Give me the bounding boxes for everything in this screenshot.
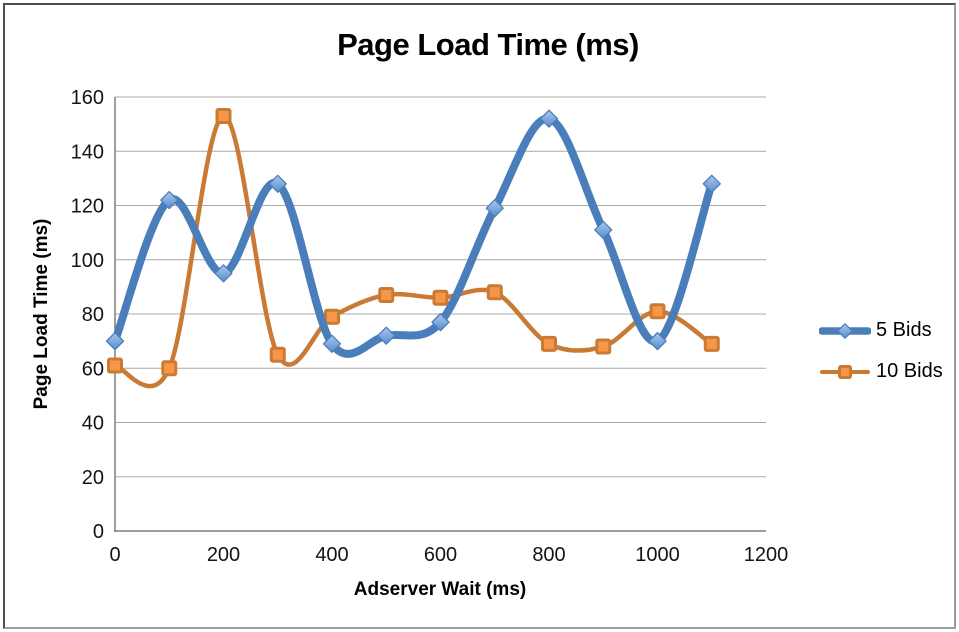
- x-tick-label: 800: [532, 544, 565, 566]
- y-tick-label: 20: [82, 467, 104, 489]
- marker-diamond: [160, 190, 179, 210]
- marker-diamond: [377, 326, 396, 345]
- marker-diamond: [268, 174, 287, 193]
- y-tick-label: 120: [71, 196, 104, 218]
- x-tick-label: 400: [315, 544, 348, 566]
- marker-diamond: [648, 331, 667, 351]
- x-tick-label: 600: [424, 544, 457, 566]
- marker-square: [432, 289, 449, 306]
- marker-square: [161, 360, 178, 377]
- x-axis-title: Adserver Wait (ms): [353, 579, 527, 600]
- marker-square: [837, 364, 853, 379]
- marker-square: [378, 287, 395, 304]
- marker-diamond: [837, 322, 853, 339]
- y-tick-label: 40: [82, 413, 104, 435]
- legend-label-5-bids: 5 Bids: [876, 319, 932, 341]
- y-tick-label: 140: [71, 141, 104, 163]
- legend-item-10-bids: 10 Bids: [819, 360, 943, 383]
- y-tick-label: 160: [71, 87, 104, 109]
- marker-square: [595, 338, 612, 355]
- marker-square: [107, 357, 123, 374]
- marker-diamond: [594, 220, 613, 240]
- marker-square: [324, 308, 340, 325]
- marker-square: [215, 107, 232, 124]
- legend-label-10-bids: 10 Bids: [876, 360, 943, 382]
- marker-square: [703, 335, 720, 352]
- x-tick-label: 1200: [744, 544, 789, 566]
- marker-diamond: [214, 264, 233, 283]
- chart-title: Page Load Time (ms): [337, 27, 639, 62]
- marker-diamond: [431, 312, 450, 332]
- marker-diamond: [539, 109, 559, 128]
- legend-item-5-bids: 5 Bids: [819, 319, 932, 342]
- y-tick-label: 100: [71, 250, 104, 272]
- x-tick-label: 0: [109, 544, 120, 566]
- series-line-5-bids: [111, 114, 716, 358]
- y-tick-label: 0: [93, 521, 104, 543]
- line-diamond-swatch-icon: [819, 322, 871, 339]
- line-square-swatch-icon: [820, 364, 870, 379]
- marker-diamond: [485, 199, 504, 218]
- x-tick-label: 1000: [635, 544, 680, 566]
- marker-square: [486, 284, 503, 301]
- marker-square: [541, 335, 557, 352]
- marker-diamond: [105, 331, 125, 351]
- marker-diamond: [702, 174, 721, 193]
- marker-square: [269, 346, 286, 363]
- y-tick-label: 80: [82, 304, 104, 326]
- y-tick-label: 60: [82, 358, 104, 380]
- marker-square: [649, 303, 666, 320]
- marker-diamond: [322, 334, 342, 353]
- x-tick-label: 200: [207, 544, 240, 566]
